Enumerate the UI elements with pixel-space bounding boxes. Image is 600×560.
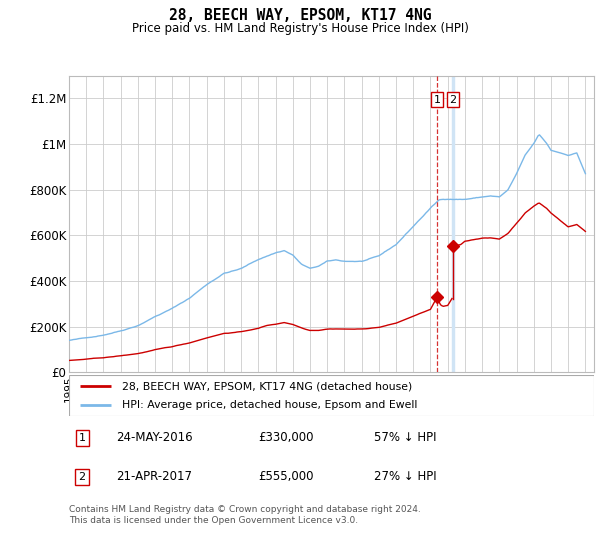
Text: Price paid vs. HM Land Registry's House Price Index (HPI): Price paid vs. HM Land Registry's House … xyxy=(131,22,469,35)
Text: £555,000: £555,000 xyxy=(258,470,314,483)
Bar xyxy=(452,76,454,372)
Text: 1: 1 xyxy=(79,433,86,443)
Text: 24-MAY-2016: 24-MAY-2016 xyxy=(116,431,193,445)
Text: 28, BEECH WAY, EPSOM, KT17 4NG (detached house): 28, BEECH WAY, EPSOM, KT17 4NG (detached… xyxy=(121,381,412,391)
Text: 21-APR-2017: 21-APR-2017 xyxy=(116,470,192,483)
Text: 27% ↓ HPI: 27% ↓ HPI xyxy=(373,470,436,483)
Text: 57% ↓ HPI: 57% ↓ HPI xyxy=(373,431,436,445)
Text: 2: 2 xyxy=(449,95,457,105)
Text: 1: 1 xyxy=(434,95,440,105)
FancyBboxPatch shape xyxy=(69,375,594,416)
Text: 28, BEECH WAY, EPSOM, KT17 4NG: 28, BEECH WAY, EPSOM, KT17 4NG xyxy=(169,8,431,24)
Text: 2: 2 xyxy=(79,472,86,482)
Text: £330,000: £330,000 xyxy=(258,431,314,445)
Text: Contains HM Land Registry data © Crown copyright and database right 2024.
This d: Contains HM Land Registry data © Crown c… xyxy=(69,505,421,525)
Text: HPI: Average price, detached house, Epsom and Ewell: HPI: Average price, detached house, Epso… xyxy=(121,400,417,410)
